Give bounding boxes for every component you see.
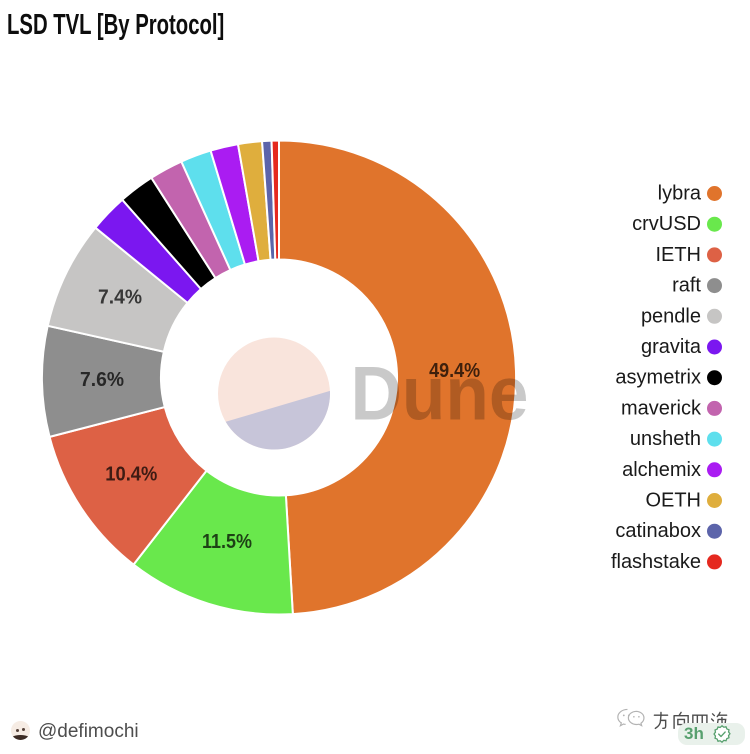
svg-text:pendle: pendle — [641, 305, 701, 327]
svg-text:Dune: Dune — [351, 352, 529, 437]
svg-text:asymetrix: asymetrix — [615, 367, 701, 389]
svg-text:49.4%: 49.4% — [429, 360, 480, 382]
svg-text:catinabox: catinabox — [615, 520, 701, 542]
svg-text:OETH: OETH — [645, 490, 701, 512]
svg-text:lybra: lybra — [658, 183, 702, 205]
svg-text:gravita: gravita — [641, 336, 702, 358]
svg-text:unsheth: unsheth — [630, 428, 701, 450]
svg-text:alchemix: alchemix — [622, 459, 701, 481]
svg-text:raft: raft — [672, 275, 701, 297]
svg-text:7.6%: 7.6% — [80, 369, 124, 391]
svg-text:10.4%: 10.4% — [105, 464, 157, 486]
svg-text:IETH: IETH — [655, 244, 701, 266]
svg-text:maverick: maverick — [621, 397, 702, 419]
svg-text:7.4%: 7.4% — [98, 287, 142, 309]
svg-text:11.5%: 11.5% — [202, 531, 252, 553]
svg-text:flashstake: flashstake — [611, 551, 701, 573]
svg-text:crvUSD: crvUSD — [632, 213, 701, 235]
